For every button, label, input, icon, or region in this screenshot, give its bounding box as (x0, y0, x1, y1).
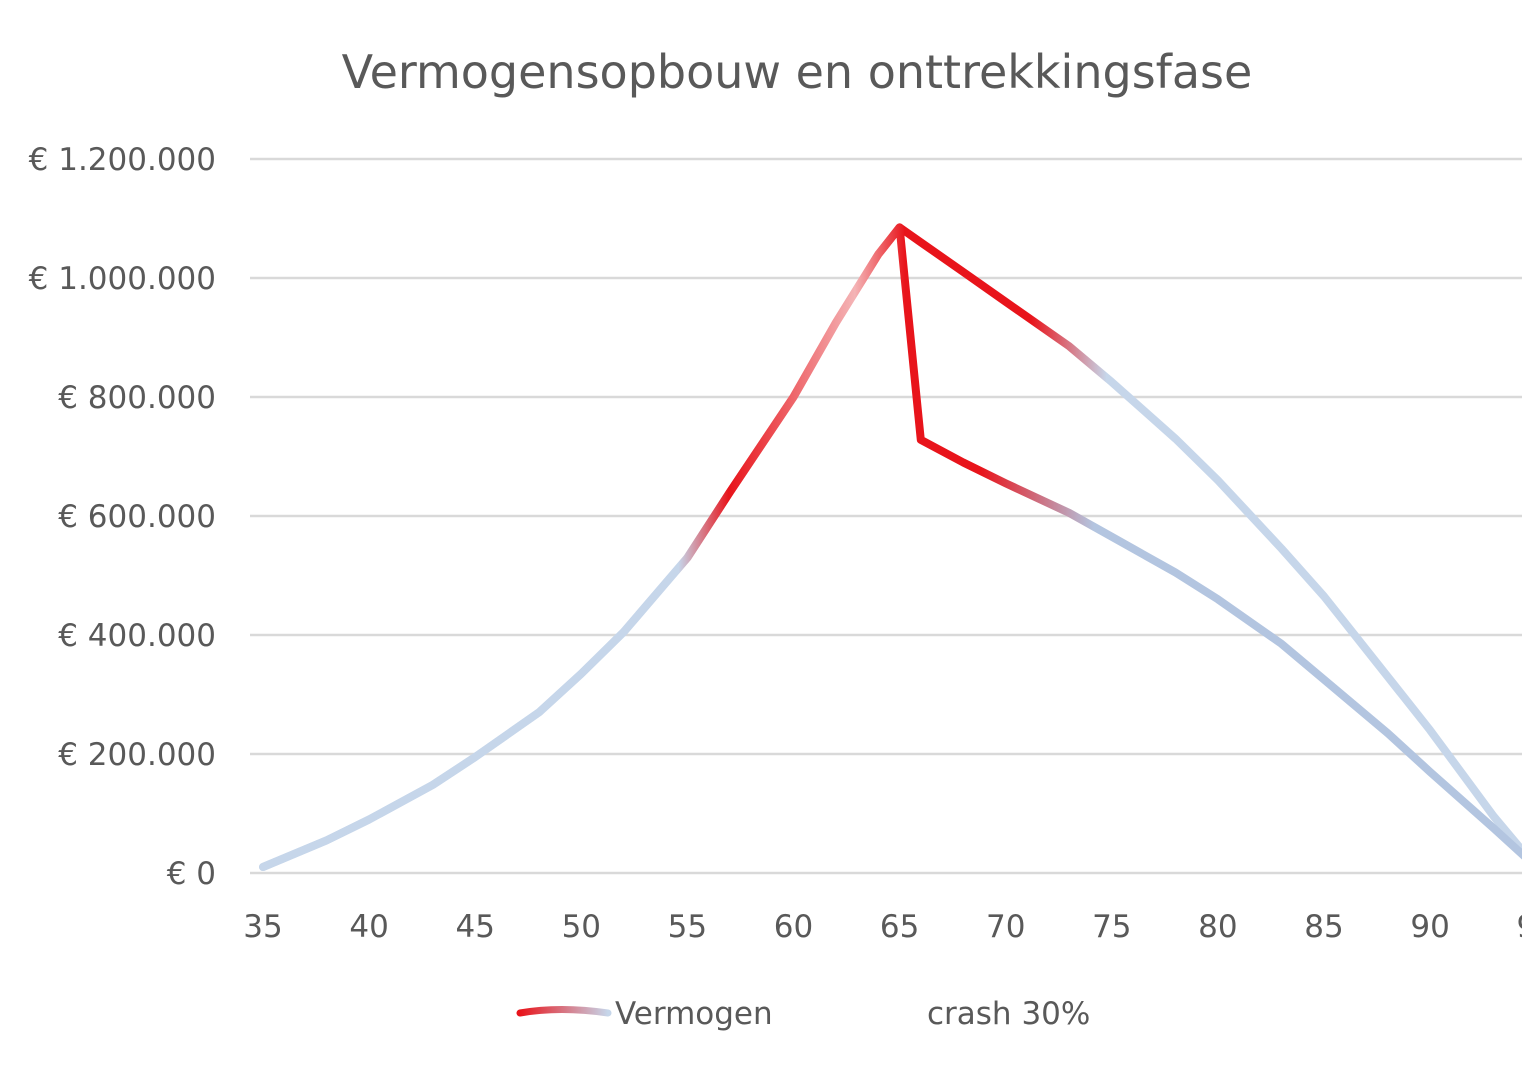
y-tick-label: € 400.000 (58, 618, 216, 654)
x-tick-label: 50 (562, 909, 601, 945)
y-tick-label: € 1.000.000 (29, 261, 216, 297)
x-axis-tick-labels: 35 40 45 50 55 60 65 70 75 80 85 90 95 (243, 909, 1522, 945)
x-tick-label: 80 (1198, 909, 1237, 945)
x-tick-label: 85 (1304, 909, 1343, 945)
y-tick-label: € 200.000 (58, 737, 216, 773)
x-tick-label: 95 (1516, 909, 1522, 945)
x-tick-label: 60 (774, 909, 813, 945)
x-tick-label: 65 (880, 909, 919, 945)
y-tick-label: € 0 (167, 856, 216, 892)
legend: Vermogen crash 30% (516, 996, 1090, 1032)
x-tick-label: 70 (986, 909, 1025, 945)
y-tick-label: € 1.200.000 (29, 142, 216, 178)
y-tick-label: € 800.000 (58, 380, 216, 416)
x-tick-label: 40 (349, 909, 388, 945)
chart-title: Vermogensopbouw en onttrekkingsfase (342, 45, 1253, 99)
x-tick-label: 45 (455, 909, 494, 945)
legend-swatch-vermogen (516, 1006, 612, 1017)
y-axis-tick-labels: € 0 € 200.000 € 400.000 € 600.000 € 800.000 €… (29, 142, 216, 892)
x-tick-label: 90 (1410, 909, 1449, 945)
x-tick-label: 75 (1092, 909, 1131, 945)
y-tick-label: € 600.000 (58, 499, 216, 535)
legend-label-vermogen: Vermogen (615, 996, 773, 1032)
series-line-crash (259, 223, 1522, 871)
gridlines (250, 157, 1522, 875)
legend-label-crash: crash 30% (927, 996, 1090, 1032)
x-tick-label: 35 (243, 909, 282, 945)
series-lines (259, 223, 1522, 871)
x-tick-label: 55 (668, 909, 707, 945)
